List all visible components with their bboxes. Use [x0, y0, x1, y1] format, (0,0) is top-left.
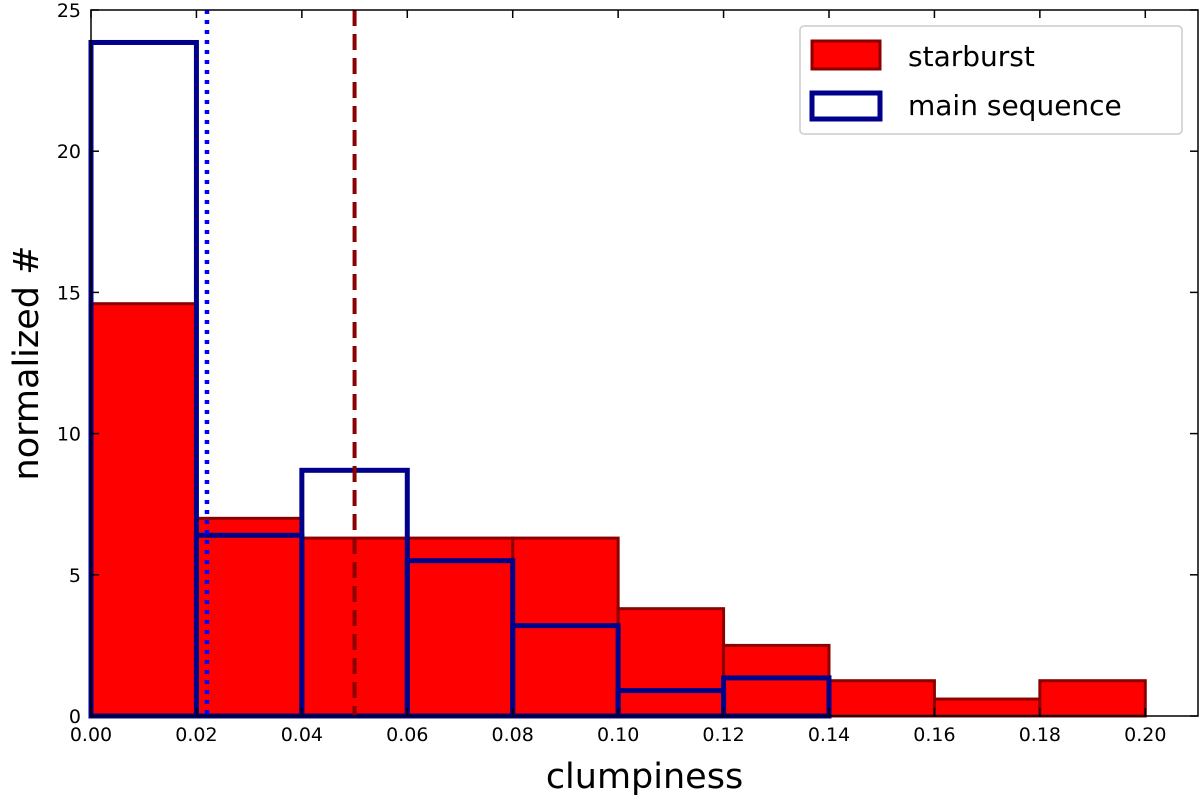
plot-frame: [90, 9, 1199, 717]
starburst-bar-3: [405, 536, 515, 718]
legend-box: [799, 25, 1183, 135]
x-tick-label-6: 0.12: [702, 724, 744, 746]
legend-swatch-starburst: [810, 39, 882, 71]
x-tick-label-5: 0.10: [597, 724, 639, 746]
starburst-bar-0: [89, 302, 198, 718]
starburst-bar-8: [932, 697, 1042, 718]
x-tick-label-0: 0.00: [70, 724, 112, 746]
y-axis-label: normalized #: [7, 246, 47, 481]
axis-tick-labels: 0.00 0.02 0.04 0.06 0.08 0.10 0.12 0.14 0.16 0.18…: [57, 0, 1167, 746]
legend: starburst main sequence: [799, 25, 1183, 135]
y-tick-label-4: 20: [57, 141, 81, 163]
x-tick-label-1: 0.02: [175, 724, 217, 746]
legend-label-starburst: starburst: [908, 40, 1035, 73]
y-tick-label-0: 0: [69, 706, 81, 728]
legend-swatch-main-sequence: [809, 90, 883, 122]
starburst-bar-7: [827, 679, 936, 718]
x-tick-label-2: 0.04: [281, 724, 323, 746]
y-tick-label-2: 10: [57, 424, 81, 446]
starburst-bar-1: [194, 516, 304, 718]
legend-label-main-sequence: main sequence: [908, 89, 1122, 122]
x-tick-label-9: 0.18: [1019, 724, 1061, 746]
y-tick-label-5: 25: [57, 0, 81, 22]
starburst-bar-9: [1038, 679, 1147, 718]
y-tick-label-3: 15: [57, 282, 81, 304]
axis-ticks: [90, 9, 1198, 717]
x-tick-label-7: 0.14: [808, 724, 850, 746]
x-tick-label-3: 0.06: [386, 724, 428, 746]
starburst-bar-5: [616, 607, 726, 718]
x-tick-label-8: 0.16: [913, 724, 955, 746]
starburst-bar-6: [722, 643, 831, 718]
reference-lines: [204, 10, 357, 716]
y-tick-label-1: 5: [69, 565, 81, 587]
x-axis-label: clumpiness: [546, 757, 743, 797]
x-tick-label-4: 0.08: [492, 724, 534, 746]
x-tick-label-10: 0.20: [1124, 724, 1166, 746]
